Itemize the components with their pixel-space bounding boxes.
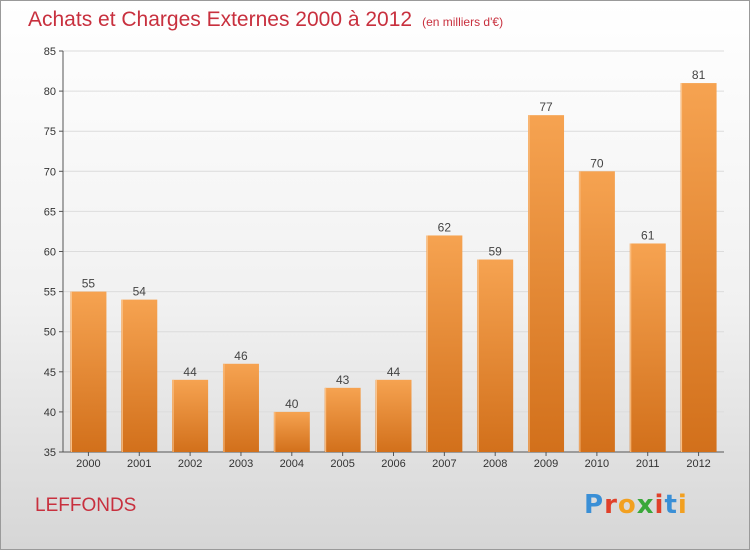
bar-2005 xyxy=(324,387,361,452)
bar-2000 xyxy=(70,291,107,452)
data-label-2007: 62 xyxy=(438,220,452,234)
data-label-2000: 55 xyxy=(82,277,96,291)
bar-2009 xyxy=(528,115,565,452)
logo-letter: P xyxy=(584,490,605,520)
y-tick-label: 45 xyxy=(44,367,56,379)
logo-letter: r xyxy=(604,490,618,520)
bar-2012 xyxy=(680,83,717,452)
y-tick-label: 65 xyxy=(44,206,56,218)
data-label-2008: 59 xyxy=(489,245,503,259)
y-tick-label: 55 xyxy=(44,287,56,299)
x-tick-label-2012: 2012 xyxy=(686,458,710,470)
chart-unit: (en milliers d'€) xyxy=(422,15,504,29)
bar-2003 xyxy=(222,363,259,452)
bar-2002 xyxy=(172,379,209,452)
bar-2006 xyxy=(375,379,412,452)
chart-title: Achats et Charges Externes 2000 à 2012 (e… xyxy=(28,8,503,32)
labels: 35 40 45 50 55 60 65 70 75 80 85 55 2000 54 2001 44 2002… xyxy=(44,46,711,470)
bar-2004 xyxy=(273,411,310,452)
logo-letter: i xyxy=(654,490,665,520)
proxiti-logo[interactable]: Proxiti xyxy=(584,490,688,520)
place-name: LEFFONDS xyxy=(35,495,137,516)
logo-letter: t xyxy=(664,490,678,520)
data-label-2010: 70 xyxy=(590,156,604,170)
y-tick-label: 40 xyxy=(44,407,56,419)
x-tick-label-2007: 2007 xyxy=(432,458,456,470)
x-tick-label-2010: 2010 xyxy=(585,458,609,470)
data-label-2003: 46 xyxy=(234,349,248,363)
data-label-2004: 40 xyxy=(285,397,299,411)
bars xyxy=(70,83,717,453)
bar-2007 xyxy=(426,235,463,452)
data-label-2012: 81 xyxy=(692,68,706,82)
x-tick-label-2009: 2009 xyxy=(534,458,558,470)
logo-letter: i xyxy=(677,490,688,520)
data-label-2006: 44 xyxy=(387,365,401,379)
data-label-2002: 44 xyxy=(183,365,197,379)
x-tick-label-2006: 2006 xyxy=(381,458,405,470)
x-tick-label-2011: 2011 xyxy=(636,458,660,470)
chart-title-text: Achats et Charges Externes 2000 à 2012 xyxy=(28,8,413,31)
x-tick-label-2000: 2000 xyxy=(76,458,100,470)
bar-2001 xyxy=(121,299,158,452)
x-tick-label-2004: 2004 xyxy=(280,458,304,470)
logo-letter: x xyxy=(636,490,655,520)
y-tick-label: 60 xyxy=(44,247,56,259)
x-tick-label-2003: 2003 xyxy=(229,458,253,470)
bar-2010 xyxy=(578,171,615,453)
data-label-2005: 43 xyxy=(336,373,350,387)
bar-2011 xyxy=(629,243,666,452)
x-tick-label-2002: 2002 xyxy=(178,458,202,470)
data-label-2011: 61 xyxy=(641,228,655,242)
data-label-2001: 54 xyxy=(133,285,147,299)
x-tick-label-2001: 2001 xyxy=(127,458,151,470)
x-tick-label-2005: 2005 xyxy=(330,458,354,470)
bar-2008 xyxy=(477,259,514,452)
y-tick-label: 70 xyxy=(44,166,56,178)
y-tick-label: 35 xyxy=(44,447,56,459)
logo-letter: o xyxy=(617,490,637,520)
y-tick-label: 50 xyxy=(44,327,56,339)
data-label-2009: 77 xyxy=(539,100,553,114)
y-tick-label: 80 xyxy=(44,86,56,98)
x-tick-label-2008: 2008 xyxy=(483,458,507,470)
y-tick-label: 75 xyxy=(44,126,56,138)
y-tick-label: 85 xyxy=(44,46,56,58)
